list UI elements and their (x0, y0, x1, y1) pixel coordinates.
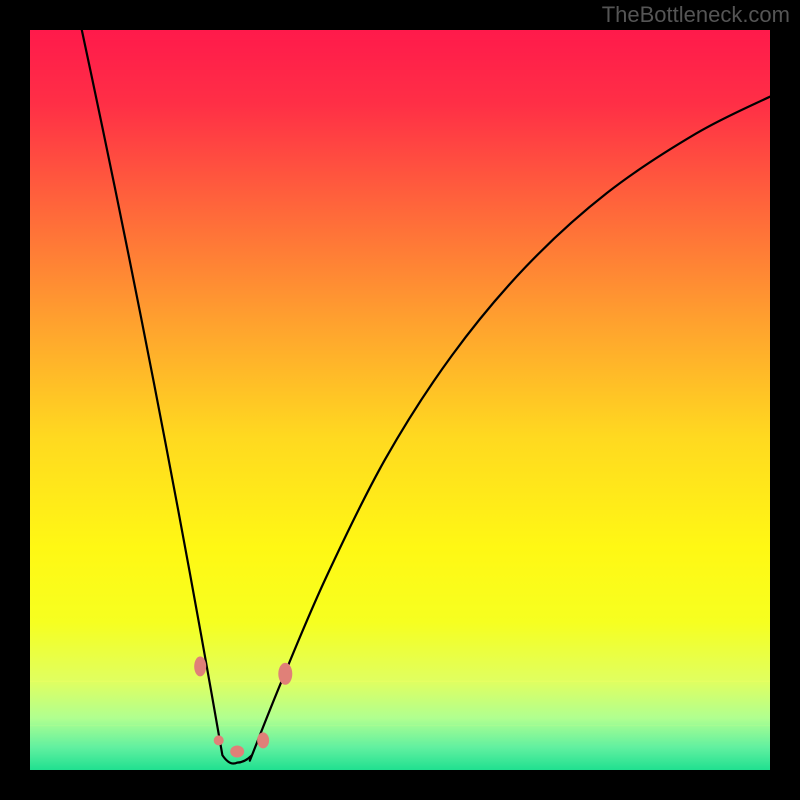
marker-capsule (230, 746, 244, 758)
marker-dot (214, 735, 224, 745)
chart-container: TheBottleneck.com (0, 0, 800, 800)
marker-capsule (257, 732, 269, 748)
bottleneck-chart (0, 0, 800, 800)
gradient-background (30, 30, 770, 770)
watermark-text: TheBottleneck.com (602, 2, 790, 28)
marker-capsule (194, 656, 206, 676)
marker-capsule (278, 663, 292, 685)
